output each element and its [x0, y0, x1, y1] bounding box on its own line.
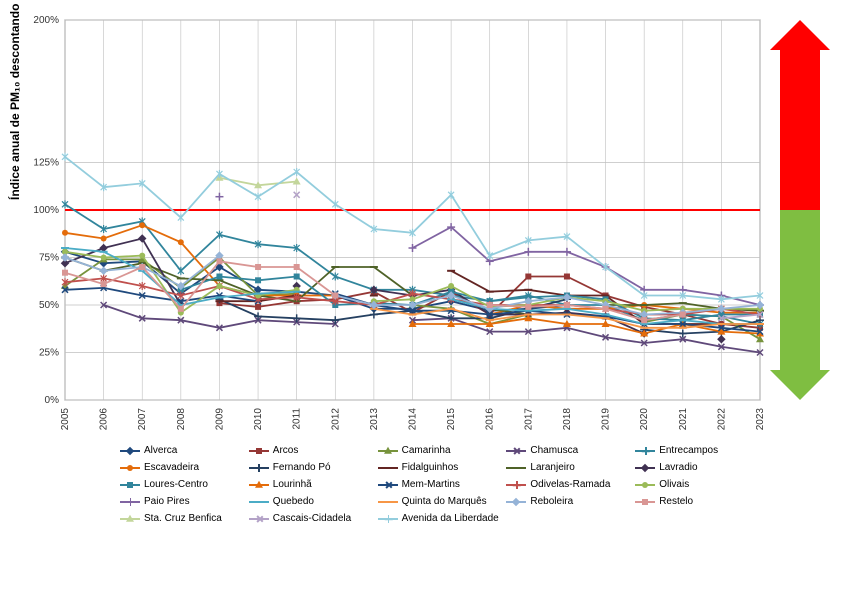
svg-text:2007: 2007	[137, 408, 148, 431]
svg-text:125%: 125%	[33, 158, 59, 169]
legend-label: Fernando Pó	[273, 462, 331, 473]
legend-item: Laranjeiro	[506, 462, 631, 473]
svg-text:2022: 2022	[716, 408, 727, 431]
legend-label: Camarinha	[402, 445, 451, 456]
svg-text:2015: 2015	[446, 408, 457, 431]
legend: Alverca Arcos Camarinha Chamusca Entrecampos…	[120, 445, 760, 524]
legend-item: Restelo	[635, 496, 760, 507]
svg-text:2012: 2012	[330, 408, 341, 431]
arrow-upper	[770, 20, 830, 210]
legend-label: Alverca	[144, 445, 177, 456]
svg-text:2019: 2019	[601, 408, 612, 431]
legend-item: Reboleira	[506, 496, 631, 507]
svg-text:25%: 25%	[39, 348, 59, 359]
legend-label: Lavradio	[659, 462, 697, 473]
svg-text:0%: 0%	[45, 395, 60, 406]
svg-text:2006: 2006	[99, 408, 110, 431]
legend-item: Lourinhã	[249, 479, 374, 490]
legend-label: Escavadeira	[144, 462, 199, 473]
legend-label: Laranjeiro	[530, 462, 574, 473]
legend-item: Olivais	[635, 479, 760, 490]
legend-label: Arcos	[273, 445, 299, 456]
line-chart: 0% 25% 50% 75% 100% 125% 200% 2005 2006 2007 2008 2…	[0, 0, 849, 440]
arrows-panel	[765, 15, 845, 435]
legend-label: Entrecampos	[659, 445, 718, 456]
legend-item: Cascais-Cidadela	[249, 513, 374, 524]
svg-text:2021: 2021	[678, 408, 689, 431]
legend-item: Alverca	[120, 445, 245, 456]
legend-item: Odivelas-Ramada	[506, 479, 631, 490]
legend-item: Camarinha	[378, 445, 503, 456]
svg-text:2005: 2005	[60, 408, 71, 431]
legend-item: Entrecampos	[635, 445, 760, 456]
svg-text:100%: 100%	[33, 205, 59, 216]
legend-label: Lourinhã	[273, 479, 312, 490]
svg-text:2020: 2020	[639, 408, 650, 431]
legend-item: Chamusca	[506, 445, 631, 456]
svg-text:2008: 2008	[176, 408, 187, 431]
svg-text:50%: 50%	[39, 300, 59, 311]
arrow-lower	[770, 210, 830, 400]
legend-label: Loures-Centro	[144, 479, 208, 490]
legend-item: Fernando Pó	[249, 462, 374, 473]
svg-text:2009: 2009	[214, 408, 225, 431]
svg-text:2014: 2014	[408, 408, 419, 431]
legend-item: Avenida da Liberdade	[378, 513, 503, 524]
legend-label: Olivais	[659, 479, 689, 490]
svg-text:75%: 75%	[39, 253, 59, 264]
legend-label: Reboleira	[530, 496, 573, 507]
legend-item: Mem-Martins	[378, 479, 503, 490]
legend-label: Paio Pires	[144, 496, 190, 507]
chart-container: 0% 25% 50% 75% 100% 125% 200% 2005 2006 2007 2008 2…	[0, 0, 849, 591]
legend-item: Quebedo	[249, 496, 374, 507]
legend-label: Fidalguinhos	[402, 462, 459, 473]
legend-label: Chamusca	[530, 445, 578, 456]
legend-label: Quebedo	[273, 496, 314, 507]
svg-text:2016: 2016	[485, 408, 496, 431]
legend-item: Sta. Cruz Benfica	[120, 513, 245, 524]
legend-label: Avenida da Liberdade	[402, 513, 499, 524]
legend-item: Escavadeira	[120, 462, 245, 473]
series-Lavradio	[61, 234, 726, 343]
legend-item: Loures-Centro	[120, 479, 245, 490]
svg-text:2017: 2017	[523, 408, 534, 431]
legend-label: Mem-Martins	[402, 479, 460, 490]
legend-item: Lavradio	[635, 462, 760, 473]
svg-text:2010: 2010	[253, 408, 264, 431]
legend-label: Restelo	[659, 496, 693, 507]
svg-text:2011: 2011	[292, 408, 303, 430]
legend-label: Odivelas-Ramada	[530, 479, 610, 490]
legend-label: Sta. Cruz Benfica	[144, 513, 222, 524]
legend-label: Cascais-Cidadela	[273, 513, 351, 524]
legend-label: Quinta do Marquês	[402, 496, 487, 507]
svg-text:2018: 2018	[562, 408, 573, 431]
y-axis-title: Índice anual de PM₁₀ descontando os Even…	[8, 0, 22, 200]
legend-item: Arcos	[249, 445, 374, 456]
svg-text:200%: 200%	[33, 15, 59, 26]
svg-text:2013: 2013	[369, 408, 380, 431]
legend-item: Fidalguinhos	[378, 462, 503, 473]
legend-item: Quinta do Marquês	[378, 496, 503, 507]
legend-item: Paio Pires	[120, 496, 245, 507]
